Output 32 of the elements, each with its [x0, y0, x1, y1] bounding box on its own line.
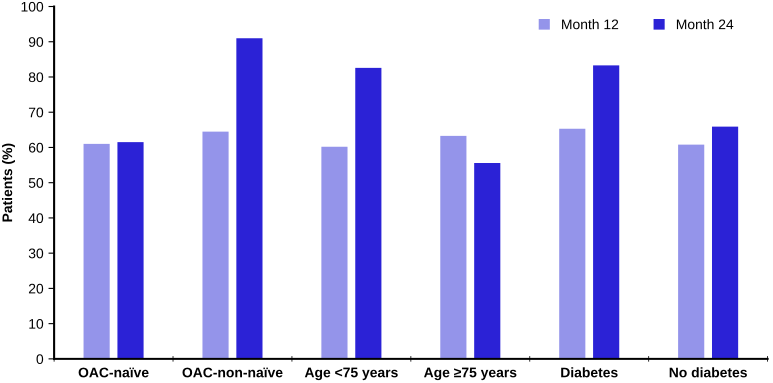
legend-label: Month 24 [676, 19, 734, 30]
bar [712, 126, 738, 359]
x-tick-label: Diabetes [561, 367, 618, 378]
y-tick-label: 70 [28, 108, 44, 118]
bar [117, 142, 144, 359]
bar [84, 144, 110, 359]
y-tick-label: 20 [28, 284, 44, 294]
x-tick-label: Age <75 years [304, 368, 398, 380]
bar [202, 132, 229, 359]
y-tick-label: 10 [29, 318, 44, 329]
x-tick-label: OAC-naïve [78, 368, 149, 378]
bar [474, 162, 500, 359]
y-tick-label: 80 [28, 72, 44, 82]
legend-label: Month 12 [562, 19, 618, 30]
y-tick-label: 50 [28, 178, 44, 188]
x-tick-label: Age ≥75 years [424, 368, 516, 380]
x-tick-label: OAC-non-naïve [182, 368, 283, 378]
bar [236, 38, 263, 359]
y-tick-label: 90 [28, 37, 44, 47]
bar [355, 68, 382, 359]
x-tick-label: No diabetes [670, 367, 747, 378]
y-tick-label: 60 [28, 142, 44, 153]
bar [678, 144, 704, 359]
bar [593, 65, 620, 359]
y-tick-label: 100 [22, 2, 44, 12]
y-axis-title: Patients (%) [2, 144, 15, 222]
bar [440, 136, 466, 359]
y-tick-label: 30 [28, 248, 44, 258]
y-tick-label: 0 [36, 354, 44, 364]
bar [321, 146, 348, 359]
y-tick-label: 40 [28, 213, 44, 224]
bar [559, 128, 586, 359]
